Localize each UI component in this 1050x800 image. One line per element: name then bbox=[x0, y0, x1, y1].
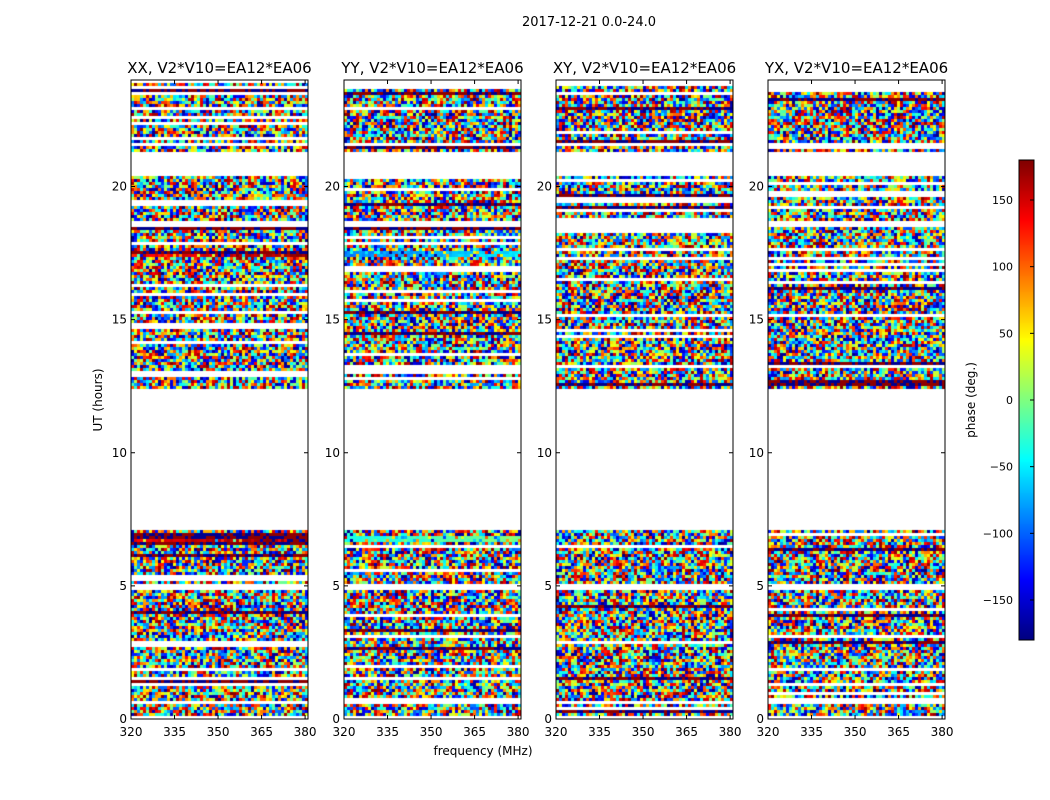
y-tick-label: 10 bbox=[112, 446, 127, 460]
heatmap-image bbox=[768, 80, 945, 719]
colorbar: 150 100 50 0 −50 −100 −150 phase (deg.) bbox=[964, 159, 1035, 641]
y-tick-label: 10 bbox=[325, 446, 340, 460]
x-tick-label: 335 bbox=[588, 725, 611, 739]
x-tick-label: 350 bbox=[632, 725, 655, 739]
y-tick-label: 20 bbox=[749, 180, 764, 194]
heatmap-image bbox=[344, 80, 521, 719]
colorbar-tick-label: 150 bbox=[992, 194, 1013, 207]
colorbar-tick-label: 0 bbox=[1006, 394, 1013, 407]
panel-title: XX, V2*V10=EA12*EA06 bbox=[127, 59, 311, 77]
heatmap-image bbox=[556, 80, 733, 719]
y-tick-label: 15 bbox=[537, 313, 552, 327]
panel-title: XY, V2*V10=EA12*EA06 bbox=[553, 59, 736, 77]
colorbar-label: phase (deg.) bbox=[964, 362, 978, 438]
y-tick-label: 0 bbox=[544, 712, 552, 726]
y-tick-label: 20 bbox=[537, 180, 552, 194]
y-tick-label: 10 bbox=[537, 446, 552, 460]
x-tick-label: 350 bbox=[420, 725, 443, 739]
x-tick-label: 380 bbox=[507, 725, 530, 739]
y-tick-label: 5 bbox=[119, 579, 127, 593]
x-axis-label: frequency (MHz) bbox=[433, 744, 532, 758]
panels: XX, V2*V10=EA12*EA06 320 335 350 365 380 0 5 10 1… bbox=[112, 59, 954, 739]
x-tick-label: 365 bbox=[463, 725, 486, 739]
colorbar-gradient bbox=[1019, 160, 1034, 640]
x-tick-label: 365 bbox=[250, 725, 273, 739]
y-tick-label: 5 bbox=[756, 579, 764, 593]
x-tick-label: 320 bbox=[333, 725, 356, 739]
x-tick-label: 350 bbox=[207, 725, 230, 739]
y-tick-label: 10 bbox=[749, 446, 764, 460]
x-tick-label: 335 bbox=[163, 725, 186, 739]
colorbar-tick-label: −100 bbox=[983, 527, 1013, 540]
y-tick-label: 0 bbox=[119, 712, 127, 726]
axes-frame bbox=[130, 79, 309, 720]
y-tick-label: 15 bbox=[325, 313, 340, 327]
x-tick-label: 320 bbox=[545, 725, 568, 739]
panel-3: XY, V2*V10=EA12*EA06 320 335 350 365 380 0 5 10 1… bbox=[537, 59, 742, 739]
colorbar-tick-label: −150 bbox=[983, 594, 1013, 607]
panel-4: YX, V2*V10=EA12*EA06 320 335 350 365 380 0 5 10 1… bbox=[749, 59, 954, 739]
heatmap-image bbox=[131, 80, 308, 719]
figure-title: 2017-12-21 0.0-24.0 bbox=[522, 15, 656, 30]
x-tick-label: 380 bbox=[719, 725, 742, 739]
panel-1: XX, V2*V10=EA12*EA06 320 335 350 365 380 0 5 10 1… bbox=[112, 59, 317, 739]
axes-frame bbox=[767, 79, 946, 720]
panel-title: YX, V2*V10=EA12*EA06 bbox=[764, 59, 948, 77]
y-tick-label: 5 bbox=[544, 579, 552, 593]
axes-frame bbox=[555, 79, 734, 720]
colorbar-tick-label: 100 bbox=[992, 261, 1013, 274]
y-tick-label: 5 bbox=[332, 579, 340, 593]
y-axis-label: UT (hours) bbox=[91, 368, 105, 431]
x-tick-label: 380 bbox=[931, 725, 954, 739]
colorbar-tick-label: −50 bbox=[990, 461, 1013, 474]
panel-2: YY, V2*V10=EA12*EA06 320 335 350 365 380 0 5 10 1… bbox=[325, 59, 530, 739]
x-tick-label: 365 bbox=[887, 725, 910, 739]
y-tick-label: 15 bbox=[749, 313, 764, 327]
x-tick-label: 380 bbox=[294, 725, 317, 739]
y-tick-label: 20 bbox=[325, 180, 340, 194]
y-tick-label: 0 bbox=[332, 712, 340, 726]
x-tick-label: 365 bbox=[675, 725, 698, 739]
y-tick-label: 15 bbox=[112, 313, 127, 327]
x-tick-label: 320 bbox=[120, 725, 143, 739]
axes-frame bbox=[343, 79, 522, 720]
y-tick-label: 0 bbox=[756, 712, 764, 726]
y-tick-label: 20 bbox=[112, 180, 127, 194]
colorbar-tick-label: 50 bbox=[999, 327, 1013, 340]
x-tick-label: 335 bbox=[376, 725, 399, 739]
x-tick-label: 350 bbox=[844, 725, 867, 739]
x-tick-label: 335 bbox=[800, 725, 823, 739]
panel-title: YY, V2*V10=EA12*EA06 bbox=[340, 59, 523, 77]
x-tick-label: 320 bbox=[757, 725, 780, 739]
